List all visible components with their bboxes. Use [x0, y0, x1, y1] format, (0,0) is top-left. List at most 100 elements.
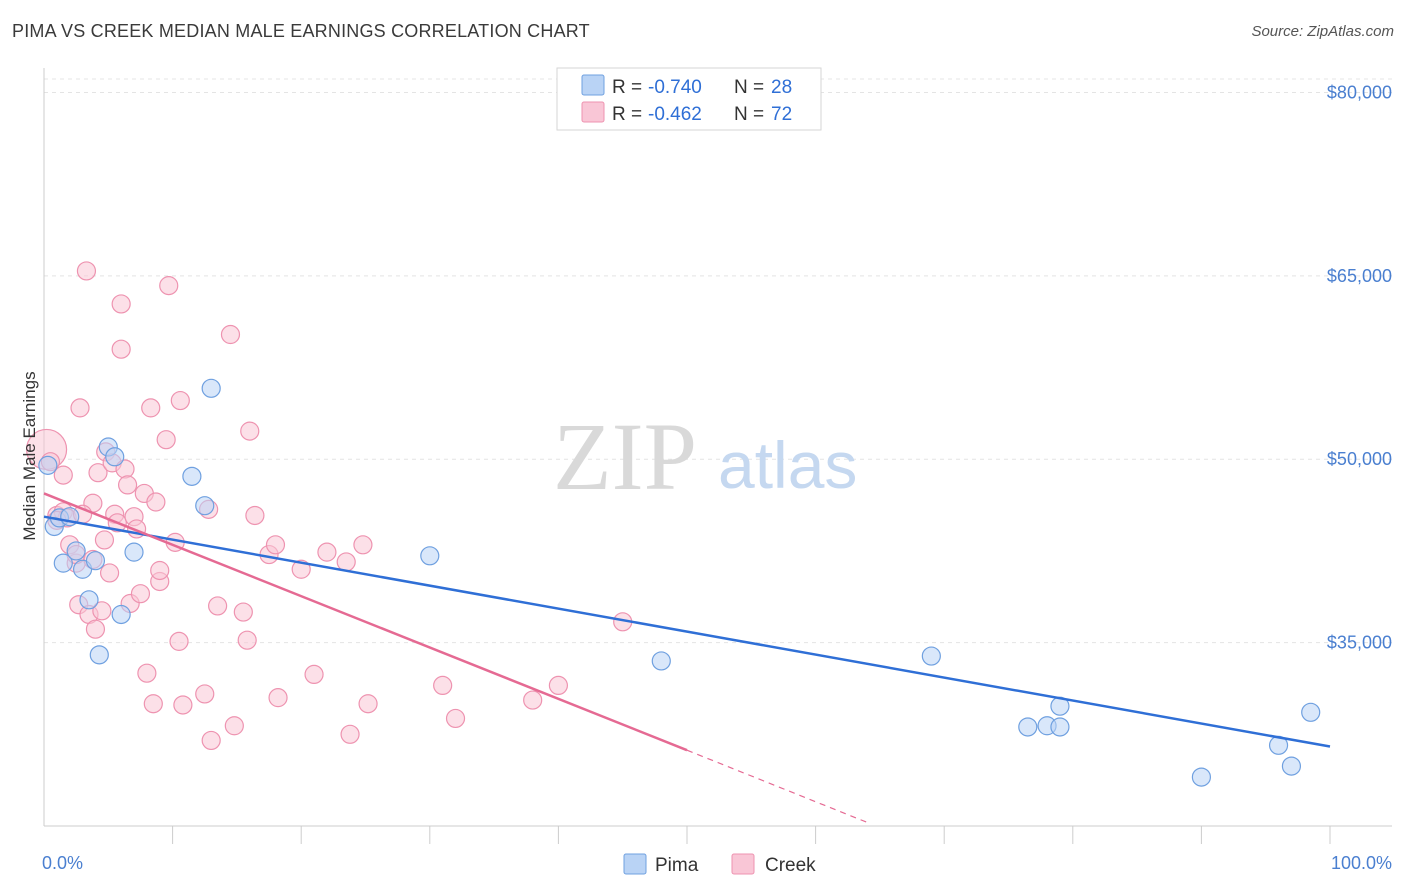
creek-point-48 — [208, 596, 228, 616]
creek-point-10 — [70, 398, 90, 418]
creek-point-42 — [169, 631, 189, 651]
pima-point-7 — [79, 590, 99, 610]
creek-point-56 — [265, 535, 286, 555]
legend-n-value-creek: 72 — [771, 104, 792, 125]
creek-point-60 — [317, 542, 337, 562]
x-tick-label-0: 0.0% — [42, 853, 83, 873]
legend-swatch-creek — [581, 101, 605, 123]
creek-trend-extension — [686, 749, 868, 823]
watermark: ZIP atlas — [553, 403, 857, 510]
legend-r-value-creek: -0.462 — [648, 104, 702, 125]
pima-point-16 — [201, 378, 221, 398]
creek-point-24 — [111, 294, 131, 314]
creek-point-51 — [233, 602, 253, 622]
x-axis-tick-labels: 0.0% 100.0% — [42, 853, 1392, 873]
pima-point-12 — [111, 604, 131, 625]
bottom-legend-label-creek: Creek — [765, 855, 816, 876]
creek-point-49 — [220, 324, 241, 345]
chart-source: Source: ZipAtlas.com — [1251, 23, 1394, 40]
creek-point-65 — [433, 675, 453, 696]
creek-point-11 — [76, 261, 97, 281]
creek-point-20 — [99, 563, 120, 583]
pima-point-14 — [182, 466, 202, 486]
trend-lines — [43, 492, 1331, 823]
bottom-legend-swatch-creek — [731, 853, 755, 875]
creek-point-54 — [245, 505, 265, 526]
y-tick-label-2: $65,000 — [1327, 266, 1392, 286]
pima-point-20 — [1018, 717, 1038, 737]
pima-point-17 — [420, 546, 440, 566]
pima-point-13 — [124, 542, 144, 562]
creek-point-18 — [94, 530, 115, 550]
creek-point-53 — [240, 421, 260, 441]
bottom-legend-label-pima: Pima — [655, 855, 699, 876]
creek-point-61 — [336, 552, 356, 572]
pima-point-27 — [1301, 702, 1321, 722]
creek-point-43 — [170, 390, 190, 411]
legend-n-label-pima: N = — [734, 77, 764, 98]
chart-title: PIMA VS CREEK MEDIAN MALE EARNINGS CORRE… — [12, 21, 590, 41]
grid-lines — [44, 78, 1392, 644]
pima-point-24 — [1191, 767, 1212, 787]
legend-n-label-creek: N = — [734, 104, 764, 125]
creek-point-34 — [141, 398, 161, 418]
pima-point-8 — [85, 551, 106, 571]
creek-point-27 — [117, 475, 138, 495]
x-axis-ticks — [172, 826, 1331, 844]
creek-point-17 — [92, 601, 112, 621]
creek-point-40 — [159, 276, 179, 296]
pima-point-19 — [921, 646, 941, 666]
pima-point-5 — [66, 541, 86, 561]
pima-point-0 — [38, 455, 58, 475]
watermark-atlas: atlas — [718, 428, 857, 502]
stats-legend: R = -0.740 N = 28 R = -0.462 N = 72 — [556, 67, 822, 131]
pima-point-26 — [1281, 756, 1302, 776]
series-legend: Pima Creek — [623, 853, 816, 876]
creek-point-64 — [358, 694, 378, 714]
pima-point-18 — [651, 651, 671, 671]
pima-point-4 — [53, 553, 73, 573]
bottom-legend-swatch-pima — [623, 853, 647, 875]
creek-point-39 — [156, 430, 176, 450]
creek-point-58 — [291, 559, 311, 579]
creek-point-31 — [130, 584, 151, 604]
creek-point-67 — [523, 690, 543, 710]
y-axis-label: Median Male Earnings — [20, 371, 39, 540]
watermark-zip: ZIP — [553, 403, 697, 510]
legend-swatch-pima — [581, 74, 605, 96]
creek-point-66 — [445, 708, 466, 729]
y-tick-label-0: $35,000 — [1327, 633, 1392, 653]
creek-points — [25, 261, 633, 751]
pima-points — [38, 378, 1321, 787]
creek-point-52 — [237, 630, 257, 650]
legend-n-value-pima: 28 — [771, 77, 792, 98]
creek-point-57 — [268, 688, 288, 708]
pima-point-11 — [105, 447, 125, 467]
creek-point-25 — [111, 339, 131, 359]
creek-point-44 — [173, 695, 193, 715]
pima-trend-line — [43, 515, 1331, 748]
creek-point-5 — [53, 465, 73, 485]
y-tick-label-1: $50,000 — [1327, 449, 1392, 469]
y-tick-label-3: $80,000 — [1327, 82, 1392, 102]
legend-r-value-pima: -0.740 — [648, 77, 702, 98]
creek-point-35 — [143, 694, 163, 714]
y-axis-tick-labels: $35,000 $50,000 $65,000 $80,000 — [1327, 82, 1392, 652]
pima-point-23 — [1050, 717, 1070, 737]
creek-point-62 — [340, 724, 360, 744]
creek-point-38 — [150, 560, 170, 581]
creek-point-16 — [88, 463, 108, 483]
legend-r-label-creek: R = — [612, 104, 642, 125]
creek-trend-line — [43, 492, 688, 752]
pima-point-15 — [195, 496, 215, 516]
creek-point-59 — [304, 664, 324, 685]
x-tick-label-1: 100.0% — [1331, 853, 1392, 873]
creek-point-36 — [146, 492, 166, 512]
legend-r-label-pima: R = — [612, 77, 642, 98]
creek-point-33 — [137, 663, 157, 683]
creek-point-45 — [195, 684, 215, 704]
creek-point-50 — [224, 716, 244, 736]
creek-point-15 — [85, 619, 106, 639]
creek-point-63 — [353, 535, 373, 555]
